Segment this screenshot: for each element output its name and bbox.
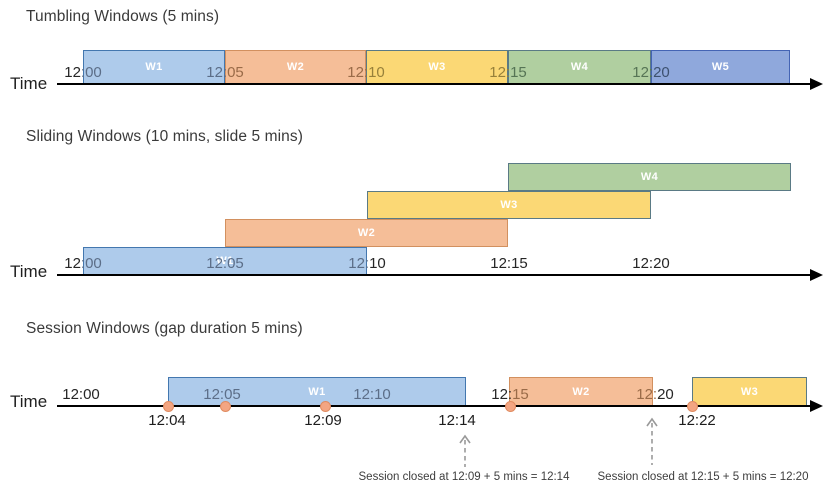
tick-label-part: 20 <box>657 386 674 403</box>
window-bar-sliding-w2 <box>225 219 508 247</box>
tick-label: 12:10 <box>353 386 391 404</box>
window-label-session-w3: W3 <box>740 385 759 398</box>
window-label-sliding-w3: W3 <box>500 199 518 211</box>
tick-label-part: 12:20 <box>632 255 670 272</box>
window-label-session-w1: W1 <box>308 385 326 398</box>
time-axis-session <box>57 405 810 407</box>
tick-label-part: 10 <box>369 255 386 272</box>
tick-label-part: :00 <box>80 255 102 272</box>
window-bar-sliding-w4 <box>508 163 791 191</box>
tick-label-part: 15 <box>512 386 529 403</box>
window-bar-sliding-w3 <box>367 191 651 219</box>
window-label-sliding-w1: W1 <box>216 255 234 267</box>
window-bar-session-w3 <box>692 377 807 406</box>
tick-label-part: 20 <box>653 64 670 81</box>
event-dot <box>319 400 331 412</box>
tick-label-part: 12: <box>632 64 654 81</box>
time-axis-sliding <box>57 274 810 276</box>
tick-label-part: 12: <box>347 64 369 81</box>
event-time-label: 12:14 <box>438 412 476 429</box>
window-label-sliding-w2: W2 <box>357 227 376 239</box>
tick-label-part: 12: <box>348 255 370 272</box>
tick-label: 12:05 <box>203 386 241 404</box>
tick-label: 12:05 <box>206 255 244 273</box>
time-axis-tumbling <box>57 83 810 85</box>
event-time-label: 12:09 <box>304 412 342 429</box>
tick-label-part: 12:00 <box>62 386 100 403</box>
tick-label: 12:15 <box>490 255 528 273</box>
window-bar-tumbling-w4 <box>508 50 651 84</box>
tick-label-part: 10 <box>368 64 385 81</box>
tick-label: 12:00 <box>62 386 100 404</box>
event-dot <box>162 400 174 412</box>
event-dot <box>219 400 231 412</box>
tick-label: 12:20 <box>636 386 674 404</box>
session-close-caption: Session closed at 12:15 + 5 mins = 12:20 <box>597 471 809 483</box>
tick-label: 12:00 <box>64 255 102 273</box>
tick-label: 12:15 <box>489 64 527 82</box>
window-bar-session-w2 <box>509 377 653 406</box>
time-axis-caption-session: Time <box>10 392 48 411</box>
window-bar-tumbling-w2 <box>225 50 366 84</box>
tick-label-part: 12: <box>491 386 513 403</box>
window-label-session-w2: W2 <box>572 385 590 398</box>
window-label-tumbling-w2: W2 <box>286 61 305 73</box>
tick-label: 12:15 <box>491 386 529 404</box>
window-label-tumbling-w1: W1 <box>145 61 163 73</box>
time-axis-caption-tumbling: Time <box>10 74 48 93</box>
time-axis-arrow-icon <box>810 78 823 90</box>
event-dot <box>504 400 516 412</box>
tick-label-part: 12:05 <box>203 386 241 403</box>
tick-label: 12:00 <box>64 64 102 82</box>
tick-label-part: 05 <box>227 64 244 81</box>
tick-label: 12:20 <box>632 255 670 273</box>
tick-label-part: 12 <box>64 255 81 272</box>
time-axis-arrow-icon <box>810 400 823 412</box>
session-close-arrow-icon <box>459 434 471 467</box>
tick-label: 12:10 <box>347 64 385 82</box>
tick-label-part: 12: <box>206 64 228 81</box>
tick-label-part: 12:10 <box>353 386 391 403</box>
tick-label-part: 15 <box>510 64 527 81</box>
tick-label: 12:20 <box>632 64 670 82</box>
window-bar-tumbling-w1 <box>83 50 225 84</box>
tick-label: 12:05 <box>206 64 244 82</box>
tick-label-part: 12:05 <box>206 255 244 272</box>
window-label-tumbling-w3: W3 <box>428 61 446 73</box>
tick-label-part: 12: <box>489 64 511 81</box>
session-close-caption: Session closed at 12:09 + 5 mins = 12:14 <box>358 471 570 483</box>
tick-label-part: :00 <box>80 64 102 81</box>
tick-label: 12:10 <box>348 255 386 273</box>
window-label-tumbling-w4: W4 <box>570 61 589 73</box>
event-time-label: 12:04 <box>148 412 186 429</box>
window-label-tumbling-w5: W5 <box>711 61 730 73</box>
time-axis-arrow-icon <box>810 269 823 281</box>
tick-label-part: 12: <box>636 386 658 403</box>
time-axis-caption-sliding: Time <box>10 262 48 281</box>
event-time-label: 12:22 <box>678 412 716 429</box>
section-title-tumbling: Tumbling Windows (5 mins) <box>26 8 220 25</box>
event-dot <box>686 400 698 412</box>
session-close-arrow-icon <box>646 417 658 465</box>
window-label-sliding-w4: W4 <box>640 171 659 183</box>
tick-label-part: 12 <box>64 64 81 81</box>
section-title-session: Session Windows (gap duration 5 mins) <box>26 320 303 337</box>
section-title-sliding: Sliding Windows (10 mins, slide 5 mins) <box>26 128 303 145</box>
tick-label-part: 12:15 <box>490 255 528 272</box>
